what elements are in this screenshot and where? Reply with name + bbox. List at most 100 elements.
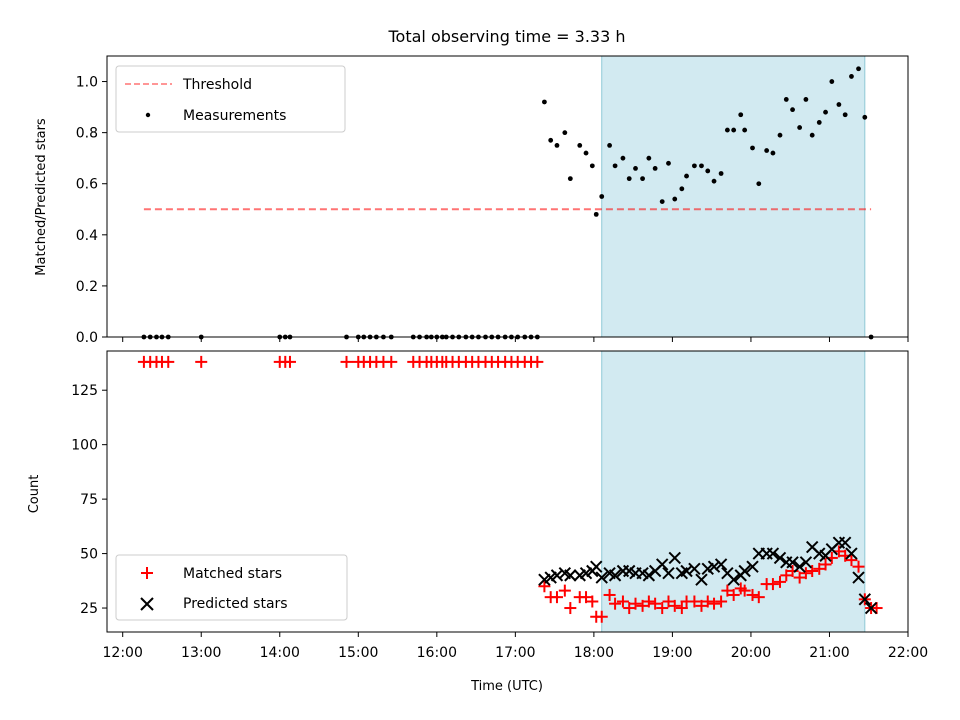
predicted-star-point bbox=[595, 571, 608, 584]
measurement-point bbox=[626, 176, 632, 182]
predicted-star-point bbox=[852, 571, 865, 584]
x-tick-label: 13:00 bbox=[181, 645, 221, 661]
top-y-tick-label: 0.2 bbox=[76, 279, 98, 295]
x-b bbox=[668, 551, 681, 565]
top-shaded-span bbox=[601, 55, 866, 338]
x-b bbox=[773, 551, 787, 565]
matched-star-point bbox=[752, 591, 765, 604]
x-b bbox=[564, 569, 577, 582]
measurement-point bbox=[612, 163, 618, 169]
matched-star-point bbox=[819, 558, 832, 571]
measurement-point bbox=[809, 132, 815, 138]
x-tick-label: 17:00 bbox=[495, 645, 535, 661]
bottom-y-axis-label: Count bbox=[27, 475, 42, 514]
matched-star-point bbox=[609, 597, 622, 610]
matched-star-point bbox=[675, 602, 688, 615]
matched-star-point bbox=[708, 597, 721, 610]
matched-star-point bbox=[870, 602, 883, 615]
matched-star-point bbox=[636, 599, 649, 612]
predicted-star-point bbox=[608, 569, 622, 582]
top-subplot: 0.0 0.2 0.4 0.6 0.8 1.0 bbox=[76, 55, 909, 346]
matched-star-point bbox=[695, 599, 708, 612]
matched-star-point bbox=[649, 597, 662, 610]
predicted-star-point bbox=[642, 569, 656, 582]
measurement-point bbox=[646, 155, 652, 161]
bottom-y-tick-label: 100 bbox=[71, 438, 98, 454]
matched-star-point bbox=[852, 560, 865, 573]
predicted-star-point bbox=[688, 562, 701, 576]
predicted-star-point bbox=[838, 536, 852, 549]
measurement-point bbox=[577, 143, 583, 148]
measurement-point bbox=[842, 112, 848, 118]
matched-star-point bbox=[766, 578, 779, 591]
matched-star-point bbox=[773, 575, 786, 588]
matched-star-point bbox=[668, 599, 681, 612]
bottom-series-1 bbox=[538, 536, 878, 615]
measurement-point bbox=[803, 97, 809, 102]
x-b bbox=[642, 569, 656, 582]
measurement-point bbox=[554, 143, 560, 148]
predicted-star-point bbox=[738, 564, 751, 578]
measurement-point bbox=[562, 130, 568, 136]
measurement-point bbox=[684, 173, 689, 179]
x-tick-label: 16:00 bbox=[417, 645, 457, 661]
predicted-star-point bbox=[858, 593, 872, 606]
measurement-point bbox=[633, 166, 638, 171]
predicted-star-point bbox=[727, 573, 740, 586]
x-tick-label: 22:00 bbox=[888, 645, 928, 661]
matched-star-point bbox=[845, 554, 858, 567]
matched-star-point bbox=[799, 567, 812, 580]
measurement-point bbox=[742, 127, 748, 133]
measurement-point bbox=[724, 127, 730, 133]
x-b bbox=[623, 564, 636, 578]
bottom-legend: Matched stars Predicted stars bbox=[115, 554, 348, 621]
predicted-star-point bbox=[655, 558, 669, 571]
x-tick-label: 19:00 bbox=[652, 645, 692, 661]
matched-star-point bbox=[806, 565, 819, 578]
x-b bbox=[793, 560, 806, 573]
x-b bbox=[852, 571, 865, 584]
legend-label-matched-stars: Matched stars bbox=[183, 566, 282, 582]
matched-star-point bbox=[813, 562, 826, 575]
matched-star-point bbox=[603, 588, 616, 601]
x-b bbox=[655, 558, 669, 571]
x-b bbox=[550, 569, 564, 582]
measurement-point bbox=[593, 211, 599, 217]
measurement-point bbox=[692, 163, 697, 169]
measurement-point bbox=[699, 163, 704, 169]
x-tick-label: 18:00 bbox=[574, 645, 614, 661]
measurement-point bbox=[731, 127, 737, 133]
matched-star-point bbox=[629, 597, 642, 610]
measurement-point bbox=[666, 160, 671, 166]
bottom-y-tick-label: 50 bbox=[80, 547, 98, 563]
x-b bbox=[695, 573, 708, 586]
x-b bbox=[805, 540, 819, 554]
measurement-point bbox=[777, 132, 783, 138]
matched-star-point bbox=[616, 595, 629, 608]
measurement-point bbox=[823, 109, 828, 115]
matched-stars-legend-swatch bbox=[141, 567, 153, 579]
matched-star-point bbox=[340, 355, 353, 368]
x-b bbox=[864, 601, 878, 615]
predicted-star-point bbox=[786, 556, 799, 569]
predicted-stars-legend-swatch bbox=[140, 597, 154, 611]
measurement-point bbox=[589, 163, 595, 169]
x-tick-label: 14:00 bbox=[260, 645, 300, 661]
measurement-point bbox=[542, 99, 547, 105]
measurement-point bbox=[856, 66, 861, 72]
measurement-point bbox=[583, 150, 589, 156]
matched-star-point bbox=[558, 584, 571, 597]
bottom-axes-frame bbox=[106, 350, 909, 633]
legend-label-measurements: Measurements bbox=[183, 108, 286, 124]
x-axis-label: Time (UTC) bbox=[470, 679, 543, 694]
measurement-point bbox=[797, 125, 803, 130]
matched-star-point bbox=[580, 591, 593, 604]
bottom-y-tick-label: 125 bbox=[71, 383, 98, 399]
measurement-point bbox=[836, 102, 842, 107]
x-b bbox=[738, 564, 751, 578]
matched-star-point bbox=[715, 595, 728, 608]
matched-star-point bbox=[738, 584, 751, 597]
bottom-subplot: 25 50 75 100 125 12:00 13:00 14:00 15:00 16:00 17:… bbox=[71, 350, 928, 661]
predicted-star-point bbox=[590, 560, 603, 573]
measurement-point bbox=[548, 137, 554, 143]
